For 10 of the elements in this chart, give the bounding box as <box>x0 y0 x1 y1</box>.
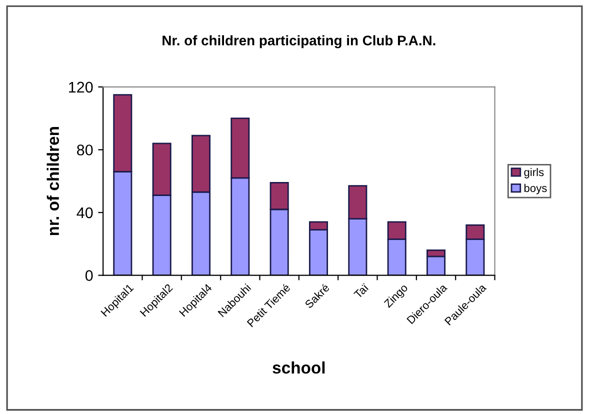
x-axis-title: school <box>272 361 325 374</box>
y-tick-label: 40 <box>76 207 93 218</box>
y-tick-label: 120 <box>69 82 93 93</box>
y-tick-label: 80 <box>77 144 93 156</box>
chart-title: Nr. of children participating in Club P.A.N. <box>162 35 436 48</box>
y-tick-label: 0 <box>85 270 93 281</box>
legend-label: girls <box>524 168 544 178</box>
y-axis-title: nr. of children <box>46 127 60 236</box>
x-tick-label: Taï <box>354 283 370 299</box>
legend-label: boys <box>524 184 547 194</box>
